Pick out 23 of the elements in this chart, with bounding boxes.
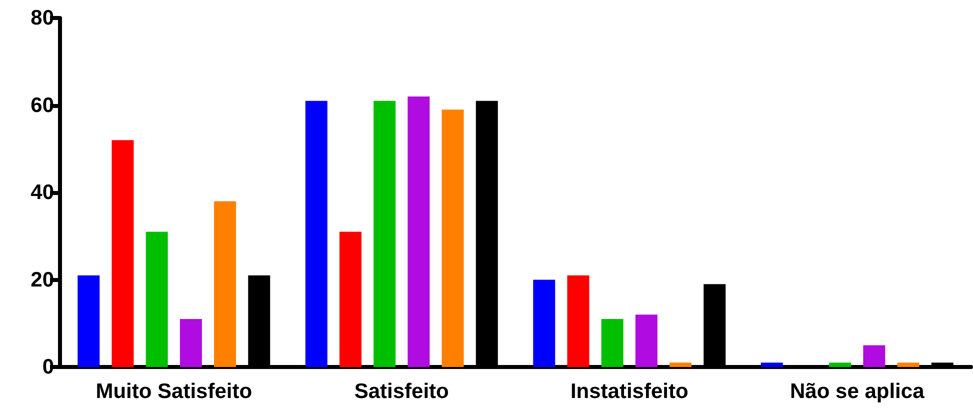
bar — [408, 96, 430, 367]
bar — [601, 319, 624, 367]
bar — [112, 140, 134, 367]
bar — [760, 362, 783, 367]
bar — [442, 110, 464, 367]
x-tick-label: Não se aplica — [790, 380, 925, 403]
bar — [533, 280, 556, 367]
bar — [78, 275, 100, 367]
bar — [897, 362, 920, 367]
bar — [339, 232, 362, 367]
bar — [180, 319, 202, 367]
bar — [146, 232, 168, 367]
x-tick-label: Muito Satisfeito — [96, 380, 252, 403]
x-tick-label: Satisfeito — [354, 380, 449, 403]
bar — [374, 100, 396, 367]
bar — [214, 201, 236, 367]
bar — [670, 362, 692, 367]
bar — [635, 314, 658, 367]
bar — [829, 362, 852, 367]
x-tick-label: Instatisfeito — [570, 380, 688, 403]
bar — [567, 275, 590, 367]
bar — [863, 345, 886, 367]
bar — [305, 100, 328, 367]
